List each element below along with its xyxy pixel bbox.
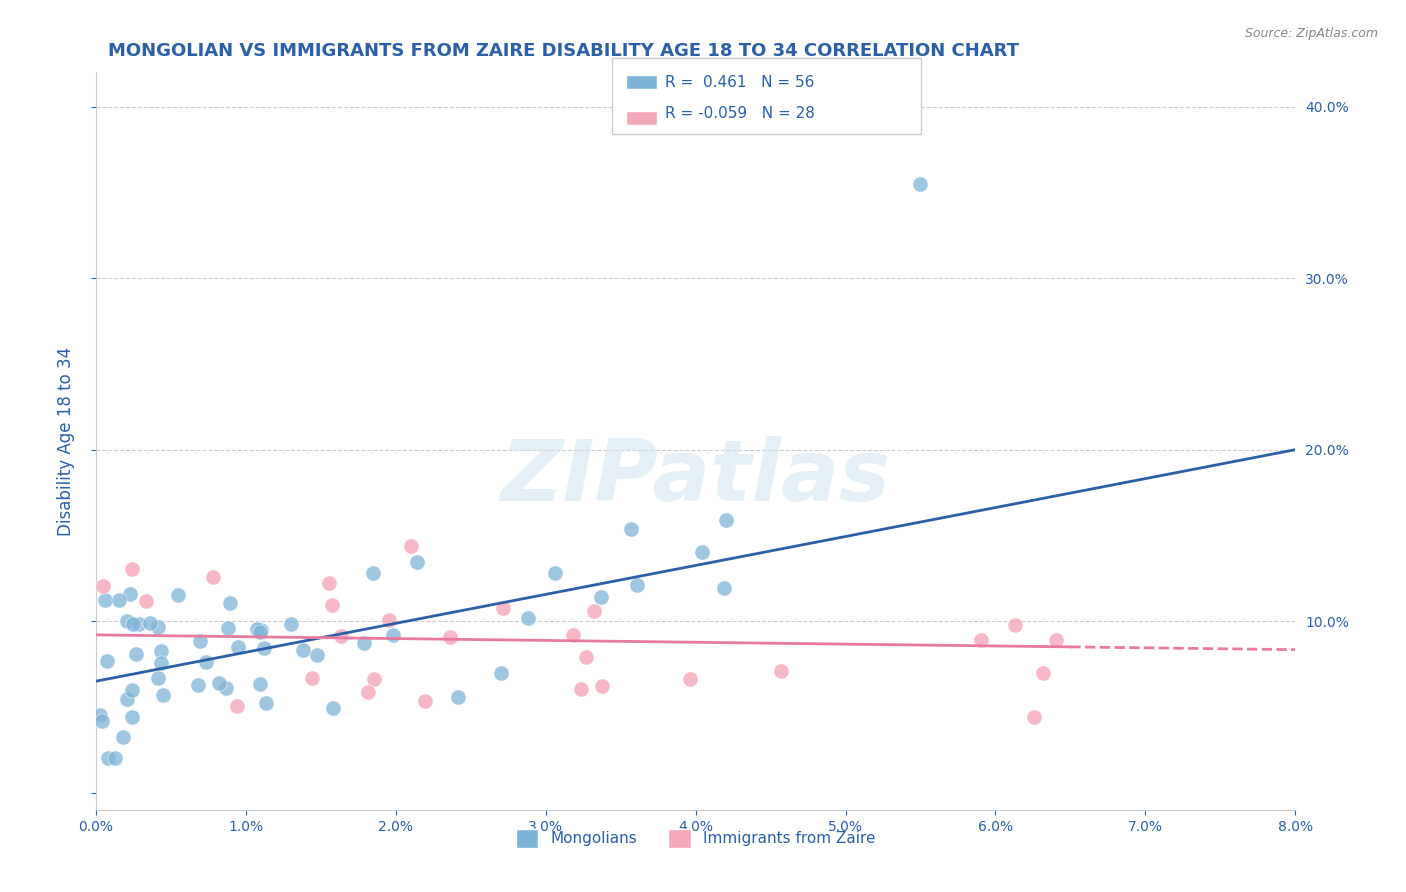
Point xyxy=(307,648,329,663)
Point xyxy=(146,619,169,633)
Point xyxy=(146,671,169,685)
Text: MONGOLIAN VS IMMIGRANTS FROM ZAIRE DISABILITY AGE 18 TO 34 CORRELATION CHART: MONGOLIAN VS IMMIGRANTS FROM ZAIRE DISAB… xyxy=(108,42,1019,60)
Text: Source: ZipAtlas.com: Source: ZipAtlas.com xyxy=(1244,27,1378,40)
Point xyxy=(543,566,565,581)
Point xyxy=(439,630,461,644)
Point xyxy=(910,177,932,191)
Point xyxy=(406,555,429,569)
Point xyxy=(93,593,115,607)
Point xyxy=(115,691,138,706)
Point xyxy=(679,672,702,686)
Point xyxy=(353,636,375,650)
Point xyxy=(228,640,250,654)
Point xyxy=(118,587,141,601)
Point xyxy=(121,682,143,697)
Point xyxy=(253,641,276,656)
Point xyxy=(103,751,125,765)
Point xyxy=(96,654,118,668)
Point xyxy=(150,656,173,670)
Point xyxy=(321,599,343,613)
Point xyxy=(115,614,138,628)
Point xyxy=(135,594,157,608)
Point xyxy=(112,730,135,744)
Point xyxy=(128,617,150,632)
Point xyxy=(1004,618,1026,632)
Point xyxy=(97,751,120,765)
Point xyxy=(139,615,162,630)
Point xyxy=(217,621,239,635)
Point xyxy=(121,562,143,576)
Point xyxy=(626,578,648,592)
Text: R =  0.461   N = 56: R = 0.461 N = 56 xyxy=(665,75,814,89)
Point xyxy=(970,633,993,648)
Point xyxy=(246,623,269,637)
Point xyxy=(150,643,173,657)
Point xyxy=(713,581,735,595)
Point xyxy=(330,629,353,643)
Point xyxy=(280,617,302,632)
Point xyxy=(125,648,148,662)
Point xyxy=(194,656,217,670)
Y-axis label: Disability Age 18 to 34: Disability Age 18 to 34 xyxy=(58,347,75,536)
Point xyxy=(378,613,401,627)
Point xyxy=(582,604,605,618)
Point xyxy=(301,671,323,685)
Point xyxy=(190,634,212,648)
Point xyxy=(208,675,231,690)
Legend: Mongolians, Immigrants from Zaire: Mongolians, Immigrants from Zaire xyxy=(509,823,882,854)
Point xyxy=(356,685,378,699)
Point xyxy=(249,625,271,640)
Point xyxy=(620,522,643,536)
Point xyxy=(108,593,131,607)
Point xyxy=(226,699,249,714)
Point xyxy=(769,664,792,678)
Point xyxy=(121,710,143,724)
Point xyxy=(89,708,111,723)
Point xyxy=(575,650,598,665)
Point xyxy=(91,714,114,729)
Point xyxy=(254,696,277,710)
Point xyxy=(152,688,174,702)
Point xyxy=(187,678,209,692)
Point xyxy=(489,666,512,681)
Point xyxy=(201,570,224,584)
Point xyxy=(318,575,340,590)
Point xyxy=(492,601,515,615)
Point xyxy=(250,624,273,638)
Point xyxy=(716,513,738,527)
Point xyxy=(218,597,240,611)
Point xyxy=(361,566,384,580)
Point xyxy=(91,579,114,593)
Point xyxy=(1032,665,1054,680)
Point xyxy=(1022,710,1045,724)
Point xyxy=(249,677,271,691)
Point xyxy=(322,701,344,715)
Point xyxy=(447,690,470,705)
Point xyxy=(167,587,190,601)
Point xyxy=(363,672,385,686)
Point xyxy=(589,591,612,605)
Point xyxy=(569,681,592,696)
Point xyxy=(1045,633,1067,648)
Point xyxy=(292,642,315,657)
Point xyxy=(215,681,238,695)
Text: ZIPatlas: ZIPatlas xyxy=(501,436,891,519)
Point xyxy=(516,611,538,625)
Text: R = -0.059   N = 28: R = -0.059 N = 28 xyxy=(665,106,815,120)
Point xyxy=(591,679,613,693)
Point xyxy=(121,616,143,631)
Point xyxy=(561,628,583,642)
Point xyxy=(413,693,436,707)
Point xyxy=(399,540,422,554)
Point xyxy=(382,628,405,642)
Point xyxy=(692,545,714,559)
